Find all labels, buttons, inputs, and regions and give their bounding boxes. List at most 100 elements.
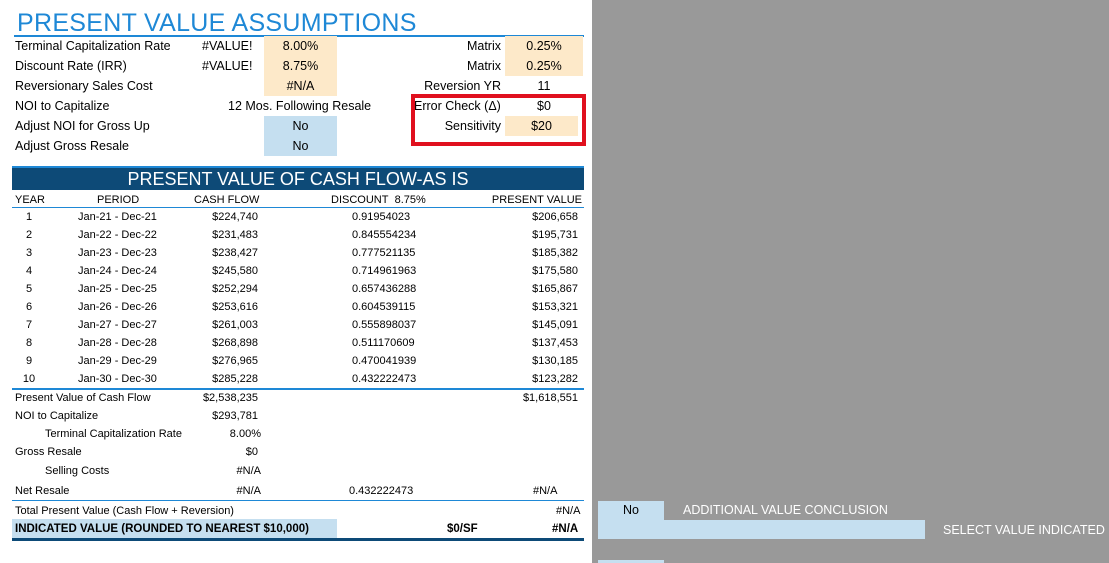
additional-value-input[interactable]: No: [623, 503, 639, 517]
row-present-value: $145,091: [532, 319, 578, 331]
adjust-noi-gross-up-cell[interactable]: [264, 116, 337, 136]
col-header-period: PERIOD: [97, 194, 140, 206]
matrix1-value[interactable]: 0.25%: [526, 39, 562, 53]
worksheet: PRESENT VALUE ASSUMPTIONS Terminal Capit…: [0, 0, 592, 563]
row-discount: 0.91954023: [352, 211, 411, 223]
error-check-value: $0: [537, 99, 551, 113]
terminal-cap-rate-cell[interactable]: [264, 36, 337, 56]
row-discount: 0.511170609: [352, 337, 415, 349]
adjust-gross-resale-cell[interactable]: [264, 136, 337, 156]
reversionary-sales-cost-label: Reversionary Sales Cost: [15, 79, 153, 93]
discount-rate-cell[interactable]: [264, 56, 337, 76]
row-cash-flow: $276,965: [212, 355, 258, 367]
row-period: Jan-26 - Dec-26: [78, 301, 157, 313]
net-resale-value: #N/A: [236, 485, 261, 497]
row-present-value: $137,453: [532, 337, 578, 349]
reversionary-sales-cost-value[interactable]: #N/A: [286, 79, 315, 93]
row-present-value: $206,658: [532, 211, 578, 223]
next-input-cell[interactable]: [598, 560, 664, 563]
row-present-value: $130,185: [532, 355, 578, 367]
table-row: 5 Jan-25 - Dec-25 $252,294 0.657436288 $165,…: [0, 280, 592, 298]
reversionary-sales-cost-cell[interactable]: [264, 76, 337, 96]
col-header-discount-label: DISCOUNT: [331, 194, 389, 206]
table-row: 3 Jan-23 - Dec-23 $238,427 0.777521135 $185,…: [0, 244, 592, 262]
row-period: Jan-21 - Dec-21: [78, 211, 157, 223]
net-resale-discount: 0.432222473: [349, 485, 414, 497]
pv-cash-flow-label: Present Value of Cash Flow: [15, 392, 151, 404]
row-discount: 0.714961963: [352, 265, 417, 277]
sensitivity-cell[interactable]: [505, 116, 578, 136]
col-header-year: YEAR: [15, 194, 45, 206]
row-year: 10: [22, 373, 36, 385]
summary-terminal-cap-label: Terminal Capitalization Rate: [45, 428, 182, 440]
reversion-yr-value: 11: [537, 79, 551, 93]
gross-resale-label: Gross Resale: [15, 446, 82, 458]
indicated-value-highlight: [12, 519, 337, 539]
gross-resale-value: $0: [245, 446, 258, 458]
select-value-input-cell[interactable]: [598, 520, 925, 539]
cash-flow-banner: PRESENT VALUE OF CASH FLOW-AS IS: [12, 166, 584, 190]
terminal-cap-rate-value[interactable]: 8.00%: [282, 39, 319, 53]
adjust-gross-resale-value[interactable]: No: [292, 139, 309, 153]
adjust-noi-gross-up-value[interactable]: No: [292, 119, 309, 133]
sensitivity-label: Sensitivity: [444, 119, 501, 133]
row-period: Jan-22 - Dec-22: [78, 229, 157, 241]
row-present-value: $195,731: [532, 229, 578, 241]
reversion-yr-label: Reversion YR: [424, 79, 501, 93]
row-year: 9: [25, 355, 33, 367]
noi-to-capitalize-value[interactable]: 12 Mos. Following Resale: [228, 99, 372, 113]
matrix2-value[interactable]: 0.25%: [526, 59, 562, 73]
matrix2-label: Matrix: [466, 59, 501, 73]
select-value-label: SELECT VALUE INDICATED: [943, 523, 1105, 537]
matrix2-cell[interactable]: [505, 56, 583, 76]
adjust-noi-gross-up-label: Adjust NOI for Gross Up: [15, 119, 150, 133]
row-cash-flow: $231,483: [212, 229, 258, 241]
row-period: Jan-25 - Dec-25: [78, 283, 157, 295]
col-header-discount-rate: 8.75%: [394, 194, 426, 206]
noi-to-capitalize-label: NOI to Capitalize: [15, 99, 110, 113]
matrix1-label: Matrix: [466, 39, 501, 53]
selling-costs-label: Selling Costs: [45, 465, 110, 477]
net-resale-label: Net Resale: [15, 485, 70, 497]
row-year: 1: [25, 211, 33, 223]
additional-value-input-cell[interactable]: [598, 501, 664, 520]
row-year: 4: [25, 265, 33, 277]
noi-capitalize-label: NOI to Capitalize: [15, 410, 99, 422]
pv-cash-flow-total: $2,538,235: [202, 392, 258, 404]
row-period: Jan-30 - Dec-30: [78, 373, 157, 385]
discount-rate-label: Discount Rate (IRR): [15, 59, 127, 73]
row-present-value: $123,282: [532, 373, 578, 385]
row-discount: 0.470041939: [352, 355, 417, 367]
indicated-value-per-sf: $0/SF: [447, 523, 478, 535]
row-year: 5: [25, 283, 33, 295]
row-year: 6: [25, 301, 33, 313]
table-row: 2 Jan-22 - Dec-22 $231,483 0.845554234 $195,…: [0, 226, 592, 244]
page-title: PRESENT VALUE ASSUMPTIONS: [17, 9, 417, 37]
row-cash-flow: $261,003: [212, 319, 258, 331]
row-discount: 0.845554234: [352, 229, 417, 241]
row-cash-flow: $238,427: [212, 247, 258, 259]
noi-capitalize-value: $293,781: [212, 410, 258, 422]
row-discount: 0.604539115: [352, 301, 416, 313]
row-cash-flow: $285,228: [212, 373, 258, 385]
table-row: 8 Jan-28 - Dec-28 $268,898 0.511170609 $137,…: [0, 334, 592, 352]
table-row: 4 Jan-24 - Dec-24 $245,580 0.714961963 $175,…: [0, 262, 592, 280]
discount-rate-value[interactable]: 8.75%: [282, 59, 319, 73]
additional-value-label: ADDITIONAL VALUE CONCLUSION: [683, 503, 888, 517]
matrix1-cell[interactable]: [505, 36, 583, 56]
col-header-present-value: PRESENT VALUE: [491, 194, 582, 206]
table-bottom-line: [12, 388, 584, 390]
footer-line: [12, 538, 584, 541]
row-year: 8: [25, 337, 33, 349]
col-header-cash-flow: CASH FLOW: [194, 194, 260, 206]
summary-terminal-cap-value: 8.00%: [229, 428, 261, 440]
row-year: 7: [25, 319, 33, 331]
row-period: Jan-28 - Dec-28: [78, 337, 157, 349]
row-year: 3: [25, 247, 33, 259]
row-period: Jan-23 - Dec-23: [78, 247, 157, 259]
row-present-value: $175,580: [532, 265, 578, 277]
total-pv-label: Total Present Value (Cash Flow + Reversi…: [15, 505, 234, 517]
row-cash-flow: $268,898: [212, 337, 258, 349]
sensitivity-value[interactable]: $20: [531, 119, 552, 133]
